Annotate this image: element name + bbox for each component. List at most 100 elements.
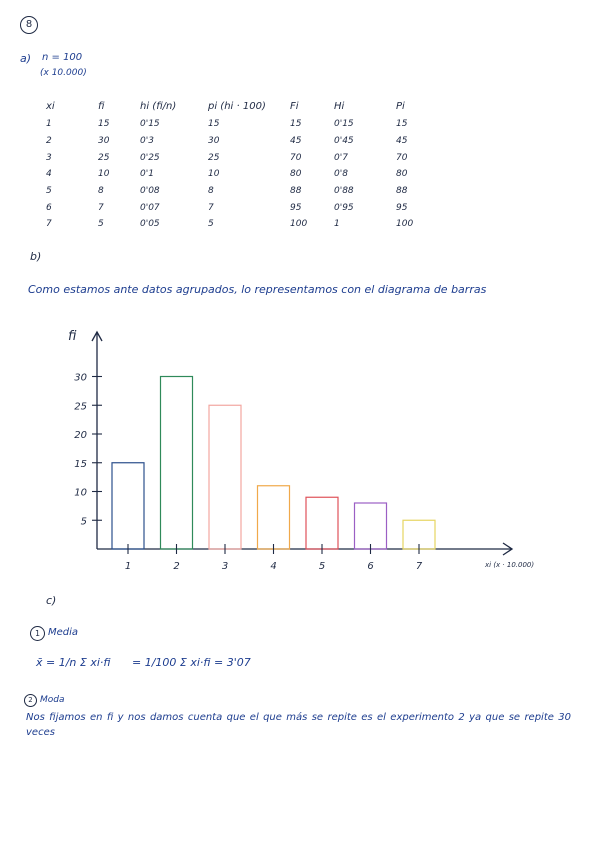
table-cell: 10 bbox=[98, 169, 110, 180]
table-cell: 6 bbox=[46, 202, 52, 213]
bar bbox=[208, 404, 242, 550]
table-cell: 95 bbox=[290, 202, 302, 213]
table-cell: 0'3 bbox=[140, 136, 154, 147]
y-tick-label: 5 bbox=[81, 516, 87, 527]
table-cell: 100 bbox=[290, 219, 308, 230]
bar bbox=[353, 502, 388, 550]
table-header-row: xi fi hi (fi/n) pi (hi · 100) Fi Hi Pi bbox=[46, 96, 436, 116]
table-row: 3 25 0'25 25 70 0'7 70 bbox=[46, 149, 436, 166]
table-cell: 88 bbox=[396, 186, 408, 197]
table-cell: 0'95 bbox=[334, 202, 354, 213]
table-cell: 1 bbox=[46, 119, 52, 130]
table-cell: 8 bbox=[98, 186, 104, 197]
y-tick-label: 20 bbox=[74, 430, 87, 441]
table-row: 7 5 0'05 5 100 1 100 bbox=[46, 216, 436, 233]
bar bbox=[305, 496, 339, 550]
table-cell: 5 bbox=[46, 186, 52, 197]
x-tick-label: 6 bbox=[367, 561, 373, 572]
table-cell: 30 bbox=[208, 136, 220, 147]
frequency-table: xi fi hi (fi/n) pi (hi · 100) Fi Hi Pi 1… bbox=[46, 96, 436, 233]
table-cell: 8 bbox=[208, 186, 214, 197]
table-cell: 1 bbox=[334, 219, 340, 230]
table-cell: 0'07 bbox=[140, 202, 160, 213]
col-header-pi: pi (hi · 100) bbox=[208, 100, 266, 112]
y-tick-label: 10 bbox=[74, 488, 87, 499]
table-cell: 80 bbox=[396, 169, 408, 180]
moda-number-circle: 2 bbox=[24, 694, 37, 707]
bar bbox=[256, 485, 291, 550]
moda-title: Moda bbox=[40, 695, 65, 705]
table-cell: 5 bbox=[98, 219, 104, 230]
part-c-label: c) bbox=[46, 594, 57, 607]
table-cell: 25 bbox=[98, 152, 110, 163]
table-row: 2 30 0'3 30 45 0'45 45 bbox=[46, 133, 436, 150]
table-cell: 0'45 bbox=[334, 136, 354, 147]
part-a-label: a) bbox=[20, 52, 32, 65]
media-formula-left: x̄ = 1/n Σ xi·fi bbox=[36, 656, 111, 669]
table-cell: 7 bbox=[208, 202, 214, 213]
x-tick-label: 5 bbox=[319, 561, 325, 572]
media-title: Media bbox=[48, 627, 79, 638]
table-cell: 0'15 bbox=[140, 119, 160, 130]
table-cell: 5 bbox=[208, 219, 214, 230]
table-cell: 4 bbox=[46, 169, 52, 180]
y-axis-label: fi bbox=[68, 329, 77, 344]
x-tick-label: 4 bbox=[270, 561, 276, 572]
bar bbox=[111, 462, 145, 550]
x-axis-arrow bbox=[502, 542, 514, 556]
table-cell: 70 bbox=[396, 152, 408, 163]
y-tick-label: 30 bbox=[74, 373, 87, 384]
table-cell: 7 bbox=[46, 219, 52, 230]
table-row: 4 10 0'1 10 80 0'8 80 bbox=[46, 166, 436, 183]
media-number-circle: 1 bbox=[30, 626, 45, 641]
table-cell: 0'15 bbox=[334, 119, 354, 130]
table-cell: 3 bbox=[46, 152, 52, 163]
table-row: 5 8 0'08 8 88 0'88 88 bbox=[46, 183, 436, 200]
table-cell: 25 bbox=[208, 152, 220, 163]
table-cell: 0'25 bbox=[140, 152, 160, 163]
scale-note: (x 10.000) bbox=[40, 68, 87, 78]
col-header-xi: xi bbox=[46, 100, 55, 112]
table-cell: 10 bbox=[208, 169, 220, 180]
col-header-hi: hi (fi/n) bbox=[140, 100, 177, 112]
table-cell: 95 bbox=[396, 202, 408, 213]
table-cell: 0'8 bbox=[334, 169, 348, 180]
table-row: 6 7 0'07 7 95 0'95 95 bbox=[46, 199, 436, 216]
table-row: 1 15 0'15 15 15 0'15 15 bbox=[46, 116, 436, 133]
x-tick-label: 1 bbox=[125, 561, 131, 572]
y-tick-label: 25 bbox=[74, 401, 87, 412]
table-cell: 15 bbox=[290, 119, 302, 130]
table-cell: 0'05 bbox=[140, 219, 160, 230]
table-cell: 0'88 bbox=[334, 186, 354, 197]
x-tick-label: 2 bbox=[173, 561, 179, 572]
y-tick-label: 15 bbox=[74, 459, 87, 470]
table-cell: 2 bbox=[46, 136, 52, 147]
x-axis-label: xi (x · 10.000) bbox=[484, 561, 534, 569]
table-cell: 15 bbox=[396, 119, 408, 130]
x-tick-label: 3 bbox=[222, 561, 228, 572]
part-b-label: b) bbox=[30, 250, 42, 263]
table-cell: 0'08 bbox=[140, 186, 160, 197]
table-cell: 30 bbox=[98, 136, 110, 147]
col-header-Fi: Fi bbox=[290, 100, 299, 112]
frequency-bar-chart: fi xi (x · 10.000) 5 10 15 20 25 30 1 2 3 4 5 6 7 bbox=[68, 329, 534, 572]
media-formula-right: = 1/100 Σ xi·fi = 3'07 bbox=[132, 656, 251, 669]
moda-text: Nos fijamos en fi y nos damos cuenta que… bbox=[26, 712, 571, 738]
table-cell: 0'7 bbox=[334, 152, 348, 163]
table-cell: 0'1 bbox=[140, 169, 154, 180]
table-cell: 7 bbox=[98, 202, 104, 213]
table-cell: 70 bbox=[290, 152, 302, 163]
col-header-Hi: Hi bbox=[334, 100, 345, 112]
x-tick-label: 7 bbox=[416, 561, 423, 572]
table-cell: 100 bbox=[396, 219, 414, 230]
table-cell: 15 bbox=[208, 119, 220, 130]
y-axis-arrow bbox=[91, 330, 103, 342]
part-b-text: Como estamos ante datos agrupados, lo re… bbox=[28, 283, 487, 296]
table-cell: 45 bbox=[396, 136, 408, 147]
table-cell: 45 bbox=[290, 136, 302, 147]
table-cell: 88 bbox=[290, 186, 302, 197]
problem-number: 8 bbox=[20, 16, 38, 34]
table-cell: 80 bbox=[290, 169, 302, 180]
col-header-fi: fi bbox=[98, 100, 105, 112]
table-cell: 15 bbox=[98, 119, 110, 130]
